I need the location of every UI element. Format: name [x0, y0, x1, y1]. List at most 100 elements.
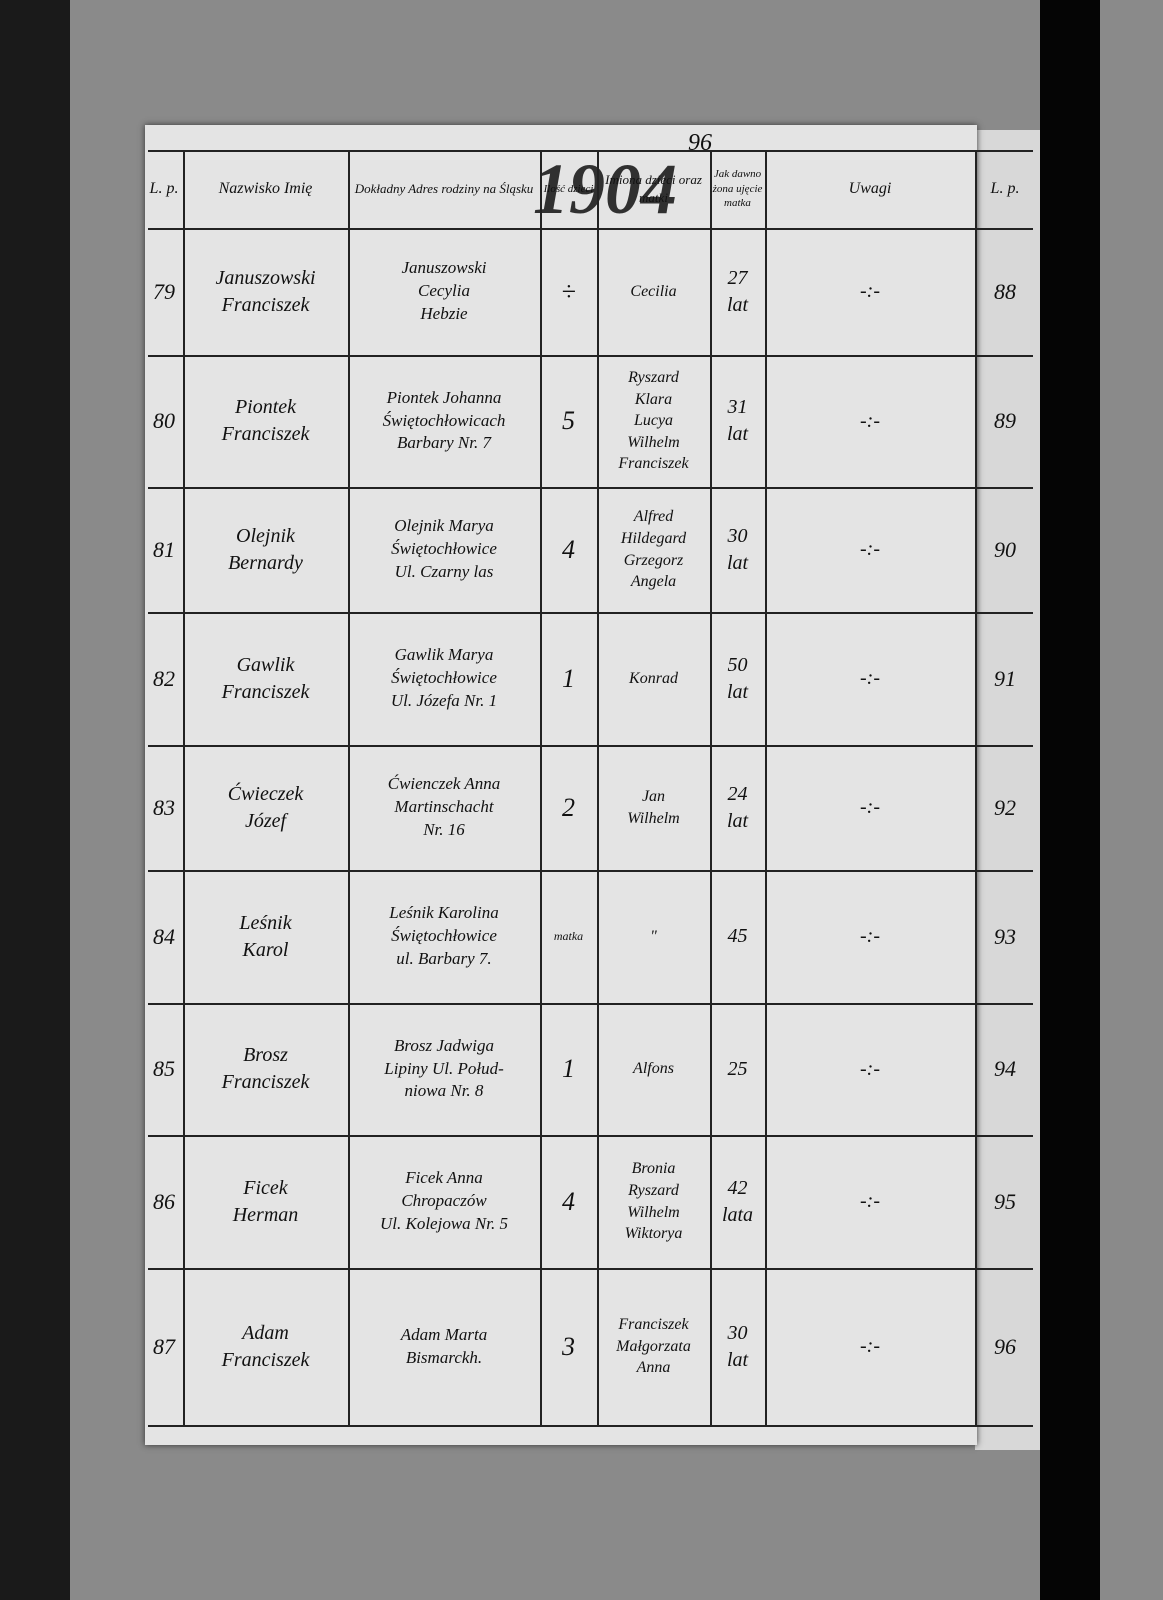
column-rule	[348, 150, 350, 1425]
cell: Januszowski Franciszek	[215, 266, 316, 316]
cell: Adam Franciszek	[221, 1321, 310, 1371]
cell: 82	[153, 665, 175, 691]
cell: Olejnik Marya Świętochłowice Ul. Czarny …	[391, 516, 497, 581]
column-header: Ilość dzieci	[543, 182, 594, 195]
cell: 50 lat	[726, 653, 749, 703]
cell: 89	[994, 408, 1016, 434]
cell: Ryszard Klara Lucya Wilhelm Franciszek	[618, 369, 689, 473]
row-rule	[148, 1003, 1033, 1005]
column-header: Uwagi	[848, 180, 892, 198]
cell: 27 lat	[726, 266, 749, 316]
cell: -:-	[860, 1190, 880, 1212]
cell: -:-	[860, 667, 880, 689]
cell: -:-	[860, 925, 880, 947]
column-rule	[765, 150, 767, 1425]
column-header: L. p.	[149, 180, 179, 198]
cell: -:-	[860, 1057, 880, 1080]
cell: 25	[727, 1057, 748, 1080]
row-rule	[148, 150, 1033, 152]
row-rule	[148, 612, 1033, 614]
cell: 91	[994, 665, 1016, 691]
cell: 85	[153, 1056, 175, 1082]
cell: 92	[994, 794, 1016, 820]
left-edge	[0, 0, 70, 1600]
cell: Gawlik Marya Świętochłowice Ul. Józefa N…	[390, 645, 498, 710]
cell: Alfred Hildegard Grzegorz Angela	[620, 508, 687, 591]
column-header: L. p.	[990, 180, 1020, 198]
cell: Ficek Herman	[232, 1176, 299, 1226]
cell: Leśnik Karol	[239, 911, 292, 961]
row-rule	[148, 1135, 1033, 1137]
cell: ÷	[561, 276, 576, 306]
row-rule	[148, 1268, 1033, 1270]
cell: 79	[153, 278, 175, 304]
sheet	[145, 125, 977, 1445]
cell: Bronia Ryszard Wilhelm Wiktorya	[624, 1160, 683, 1243]
cell: 4	[562, 534, 575, 564]
cell: Adam Marta Bismarckh.	[400, 1324, 488, 1367]
cell: 96	[994, 1333, 1016, 1359]
cell: Leśnik Karolina Świętochłowice ul. Barba…	[389, 903, 499, 968]
cell: 5	[562, 406, 575, 436]
cell: Piontek Johanna Świętochłowicach Barbary…	[382, 387, 506, 453]
cell: 84	[153, 923, 175, 949]
column-header: Dokładny Adres rodziny na Śląsku	[354, 181, 534, 197]
cell: Ćwieczek Józef	[227, 782, 304, 832]
next-page	[975, 130, 1040, 1450]
cell: 80	[153, 408, 175, 434]
cell: 87	[153, 1333, 175, 1359]
cell: 45	[727, 925, 748, 947]
cell: 2	[562, 792, 575, 822]
row-rule	[148, 355, 1033, 357]
cell: 1	[562, 1054, 575, 1084]
cell: 86	[153, 1188, 175, 1214]
cell: 81	[153, 536, 175, 562]
cell: Olejnik Bernardy	[228, 524, 303, 574]
right-band	[1040, 0, 1100, 1600]
column-header: Nazwisko Imię	[218, 180, 313, 198]
cell: 90	[994, 536, 1016, 562]
cell: Brosz Franciszek	[221, 1044, 310, 1093]
cell: 95	[994, 1188, 1016, 1214]
cell: 93	[994, 923, 1016, 949]
cell: Gawlik Franciszek	[221, 653, 310, 703]
cell: 94	[994, 1056, 1016, 1082]
column-rule	[975, 150, 977, 1425]
cell: 30 lat	[726, 524, 749, 574]
cell: Brosz Jadwiga Lipiny Ul. Połud- niowa Nr…	[384, 1035, 504, 1101]
cell: -:-	[860, 280, 880, 302]
column-rule	[597, 150, 599, 1425]
cell: 1	[562, 663, 575, 693]
cell: Piontek Franciszek	[221, 396, 310, 445]
year: 1904	[533, 149, 677, 230]
cell: Ćwienczek Anna Martinschacht Nr. 16	[387, 774, 501, 839]
cell: matka	[553, 929, 584, 944]
cell: 31 lat	[726, 396, 749, 445]
cell: Franciszek Małgorzata Anna	[616, 1316, 691, 1377]
cell: 3	[562, 1331, 575, 1361]
cell: Ficek Anna Chropaczów Ul. Kolejowa Nr. 5	[380, 1168, 508, 1233]
column-rule	[183, 150, 185, 1425]
cell: Januszowski Cecylia Hebzie	[401, 258, 487, 323]
column-header: Jak dawno żona ujęcie matka	[712, 167, 763, 210]
cell: "	[650, 927, 657, 945]
cell: 88	[994, 278, 1016, 304]
cell: Konrad	[629, 669, 678, 687]
cell: -:-	[860, 538, 880, 560]
column-header: Imiona dzieci oraz matki	[605, 172, 702, 205]
cell: Alfons	[633, 1060, 674, 1078]
row-rule	[148, 870, 1033, 872]
cell: -:-	[860, 796, 880, 818]
cell: 42 lata	[721, 1176, 754, 1226]
cell: 30 lat	[726, 1321, 749, 1371]
row-rule	[148, 745, 1033, 747]
cell: Cecilia	[630, 282, 677, 300]
column-rule	[710, 150, 712, 1425]
cell: -:-	[860, 1335, 880, 1357]
cell: Jan Wilhelm	[627, 787, 680, 827]
cell: 24 lat	[726, 782, 749, 832]
row-rule	[148, 487, 1033, 489]
cell: 83	[153, 794, 175, 820]
cell: 4	[562, 1186, 575, 1216]
